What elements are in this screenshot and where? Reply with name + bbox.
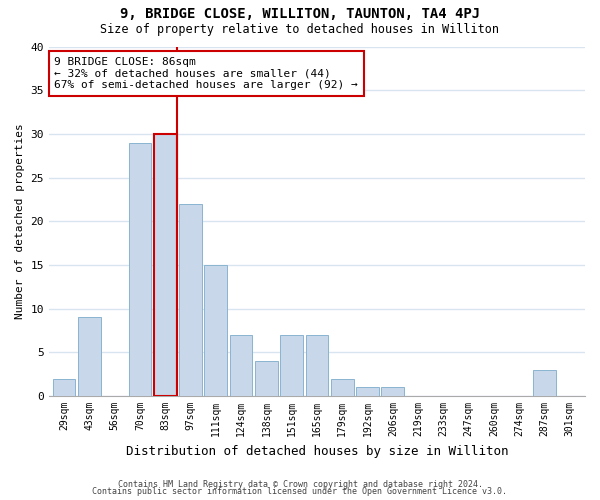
Bar [331,378,353,396]
Bar [154,134,176,396]
Bar [305,335,328,396]
Y-axis label: Number of detached properties: Number of detached properties [15,124,25,319]
Bar [382,388,404,396]
Text: Contains public sector information licensed under the Open Government Licence v3: Contains public sector information licen… [92,488,508,496]
Text: 9 BRIDGE CLOSE: 86sqm
← 32% of detached houses are smaller (44)
67% of semi-deta: 9 BRIDGE CLOSE: 86sqm ← 32% of detached … [54,57,358,90]
Bar [179,204,202,396]
Bar [53,378,76,396]
Bar [78,318,101,396]
Bar [205,265,227,396]
Bar [255,361,278,396]
Bar [230,335,253,396]
Bar [128,142,151,396]
Text: 9, BRIDGE CLOSE, WILLITON, TAUNTON, TA4 4PJ: 9, BRIDGE CLOSE, WILLITON, TAUNTON, TA4 … [120,8,480,22]
Bar [280,335,303,396]
Text: Contains HM Land Registry data © Crown copyright and database right 2024.: Contains HM Land Registry data © Crown c… [118,480,482,489]
Bar [356,388,379,396]
X-axis label: Distribution of detached houses by size in Williton: Distribution of detached houses by size … [126,444,508,458]
Text: Size of property relative to detached houses in Williton: Size of property relative to detached ho… [101,22,499,36]
Bar [533,370,556,396]
